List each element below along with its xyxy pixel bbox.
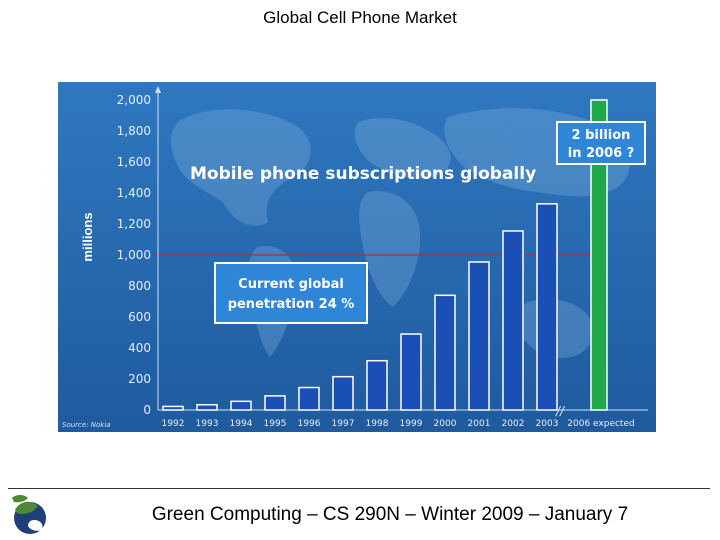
y-tick-labels: 0 200 400 600 800 1,000 1,200 1,400 1,600 1,800 2,… bbox=[117, 93, 151, 417]
x-tick-labels: 1992 1993 1994 1995 1996 1997 1998 1999 2000 2001… bbox=[162, 419, 635, 429]
chart-title: Mobile phone subscriptions globally bbox=[190, 164, 536, 184]
x-tick-label: 2002 bbox=[502, 419, 525, 429]
footer-text: Green Computing – CS 290N – Winter 2009 … bbox=[151, 504, 629, 525]
axis-break-mark: // bbox=[555, 404, 566, 418]
y-tick-label: 1,600 bbox=[117, 155, 151, 169]
x-tick-label: 1999 bbox=[400, 419, 423, 429]
bar bbox=[196, 403, 218, 411]
bar bbox=[264, 395, 286, 411]
forecast-callout: 2 billion in 2006 ? bbox=[556, 121, 646, 165]
chart-panel: 0 200 400 600 800 1,000 1,200 1,400 1,600 1,800 2,… bbox=[58, 82, 656, 432]
y-axis-arrow-icon bbox=[155, 86, 161, 93]
y-tick-label: 1,200 bbox=[117, 217, 151, 231]
y-tick-label: 1,400 bbox=[117, 186, 151, 200]
x-tick-label: 1997 bbox=[332, 419, 355, 429]
x-tick-label: 1995 bbox=[264, 419, 287, 429]
bar bbox=[434, 294, 456, 411]
y-tick-label: 0 bbox=[143, 403, 151, 417]
y-tick-label: 600 bbox=[128, 310, 151, 324]
bar-forecast bbox=[590, 99, 608, 411]
bar bbox=[502, 230, 524, 411]
y-tick-label: 400 bbox=[128, 341, 151, 355]
bar bbox=[332, 375, 354, 411]
source-note: Source: Nokia bbox=[62, 421, 111, 429]
y-tick-label: 1,000 bbox=[117, 248, 151, 262]
y-tick-label: 2,000 bbox=[117, 93, 151, 107]
penetration-callout: Current global penetration 24 % bbox=[214, 262, 368, 324]
bars bbox=[162, 99, 608, 411]
x-tick-label: 1993 bbox=[196, 419, 219, 429]
bar bbox=[162, 405, 184, 411]
slide-title: Global Cell Phone Market bbox=[263, 8, 457, 27]
bar bbox=[468, 261, 490, 411]
x-tick-label: 2003 bbox=[536, 419, 559, 429]
x-tick-label: 2001 bbox=[468, 419, 491, 429]
y-tick-label: 200 bbox=[128, 372, 151, 386]
penetration-text-1: Current global bbox=[238, 277, 344, 292]
bar bbox=[230, 400, 252, 411]
bar bbox=[536, 203, 558, 411]
x-tick-label: 1992 bbox=[162, 419, 185, 429]
oak-leaf-logo-icon bbox=[12, 495, 46, 534]
x-tick-label: 1996 bbox=[298, 419, 321, 429]
footer-divider bbox=[8, 488, 710, 489]
bar bbox=[366, 359, 388, 411]
bar bbox=[298, 386, 320, 411]
y-tick-label: 1,800 bbox=[117, 124, 151, 138]
penetration-text-2: penetration 24 % bbox=[228, 297, 355, 312]
y-tick-label: 800 bbox=[128, 279, 151, 293]
x-tick-label: 2006 expected bbox=[567, 419, 634, 429]
bar bbox=[400, 333, 422, 411]
x-tick-label: 1994 bbox=[230, 419, 253, 429]
x-tick-label: 2000 bbox=[434, 419, 457, 429]
forecast-text-1: 2 billion bbox=[572, 128, 631, 143]
forecast-text-2: in 2006 ? bbox=[568, 146, 635, 161]
x-tick-label: 1998 bbox=[366, 419, 389, 429]
y-axis-title: millions bbox=[80, 212, 95, 261]
